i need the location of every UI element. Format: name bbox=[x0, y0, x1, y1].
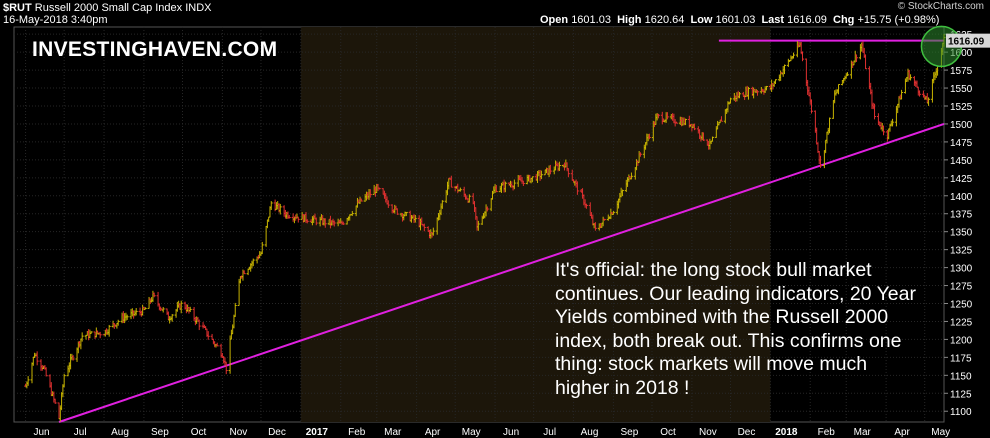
y-tick-label: 1250 bbox=[950, 300, 973, 311]
index-name: Russell 2000 Small Cap Index bbox=[34, 2, 183, 14]
x-tick-label: Feb bbox=[348, 427, 366, 438]
chart-title: $RUT Russell 2000 Small Cap Index INDX bbox=[3, 2, 212, 14]
x-tick-label: Dec bbox=[268, 427, 286, 438]
high-value: 1620.64 bbox=[644, 14, 685, 26]
x-tick-label: Nov bbox=[229, 427, 247, 438]
x-tick-label: Oct bbox=[191, 427, 207, 438]
y-tick-label: 1375 bbox=[950, 210, 973, 221]
x-tick-label: 2017 bbox=[306, 427, 329, 438]
y-tick-label: 1350 bbox=[950, 228, 973, 239]
open-value: 1601.03 bbox=[571, 14, 611, 26]
x-tick-label: Nov bbox=[699, 427, 717, 438]
x-tick-label: Jul bbox=[74, 427, 87, 438]
annotation-text: It's official: the long stock bull marke… bbox=[555, 259, 916, 399]
x-tick-label: Aug bbox=[581, 427, 599, 438]
exchange: INDX bbox=[185, 2, 212, 14]
x-tick-label: 2018 bbox=[775, 427, 798, 438]
quote-line: Open 1601.03 High 1620.64 Low 1601.03 La… bbox=[540, 14, 939, 26]
x-tick-label: Mar bbox=[384, 427, 402, 438]
x-tick-label: Oct bbox=[660, 427, 676, 438]
y-tick-label: 1100 bbox=[950, 407, 972, 418]
y-tick-label: 1575 bbox=[950, 66, 973, 77]
x-tick-label: Sep bbox=[151, 427, 169, 438]
y-tick-label: 1450 bbox=[950, 156, 973, 167]
y-tick-label: 1125 bbox=[950, 389, 972, 400]
open-label: Open bbox=[540, 14, 569, 26]
last-value-box bbox=[946, 33, 990, 48]
y-tick-label: 1175 bbox=[950, 353, 972, 364]
change-label: Chg bbox=[833, 14, 855, 26]
x-tick-label: Sep bbox=[621, 427, 639, 438]
y-tick-label: 1300 bbox=[950, 264, 973, 275]
year-2017-band bbox=[300, 27, 771, 422]
y-tick-label: 1475 bbox=[950, 138, 973, 149]
y-tick-label: 1225 bbox=[950, 317, 973, 328]
y-tick-label: 1550 bbox=[950, 84, 973, 95]
x-tick-label: Jun bbox=[503, 427, 519, 438]
low-value: 1601.03 bbox=[715, 14, 756, 26]
x-tick-label: Aug bbox=[111, 427, 129, 438]
x-tick-label: Jul bbox=[543, 427, 556, 438]
watermark: INVESTINGHAVEN.COM bbox=[32, 38, 278, 61]
last-value-label: 1616.09 bbox=[948, 37, 985, 48]
y-tick-label: 1500 bbox=[950, 120, 973, 131]
low-label: Low bbox=[690, 14, 713, 26]
x-tick-label: Apr bbox=[894, 427, 910, 438]
support-trendline bbox=[58, 123, 945, 423]
y-tick-label: 1600 bbox=[950, 48, 973, 59]
last-value: 1616.09 bbox=[787, 14, 827, 26]
x-tick-label: Feb bbox=[818, 427, 836, 438]
y-tick-label: 1200 bbox=[950, 335, 973, 346]
x-tick-label: Apr bbox=[425, 427, 441, 438]
stockcharts-credit: © StockCharts.com bbox=[897, 1, 984, 12]
x-tick-label: Dec bbox=[738, 427, 756, 438]
datetime: 16-May-2018 3:40pm bbox=[3, 14, 108, 26]
last-label: Last bbox=[761, 14, 785, 26]
y-tick-label: 1400 bbox=[950, 192, 973, 203]
y-tick-label: 1325 bbox=[950, 246, 973, 257]
y-tick-label: 1275 bbox=[950, 282, 973, 293]
x-tick-label: Mar bbox=[854, 427, 872, 438]
symbol: $RUT bbox=[3, 2, 32, 14]
y-tick-label: 1150 bbox=[950, 371, 972, 382]
y-tick-label: 1525 bbox=[950, 102, 973, 113]
high-label: High bbox=[617, 14, 642, 26]
y-tick-label: 1425 bbox=[950, 174, 973, 185]
x-tick-label: May bbox=[462, 427, 481, 438]
change-value: +15.75 (+0.98%) bbox=[857, 14, 940, 26]
x-tick-label: May bbox=[931, 427, 950, 438]
x-tick-label: Jun bbox=[34, 427, 50, 438]
